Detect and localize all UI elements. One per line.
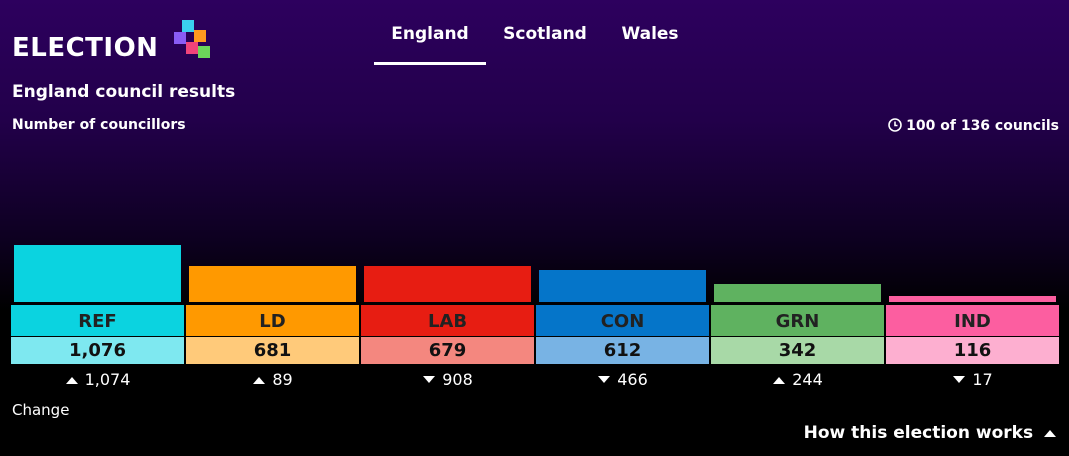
bar [364, 266, 531, 302]
change-label: Change [12, 401, 70, 419]
arrow-down [423, 376, 436, 383]
bar [14, 245, 181, 302]
change-value: 17 [972, 370, 993, 389]
seat-count: 612 [536, 337, 709, 364]
link-text[interactable]: How this election works [803, 423, 1034, 443]
arrow-down [953, 376, 966, 383]
progress: 100 of 136 councils [887, 117, 1059, 134]
clock-icon [888, 118, 902, 132]
party-label: IND [886, 305, 1059, 336]
bar [889, 295, 1056, 302]
party-label: LAB [361, 305, 534, 336]
bar [714, 283, 881, 302]
change: 466 [536, 369, 709, 391]
chart-title: England council results [12, 82, 236, 102]
bar [189, 265, 356, 302]
change: 89 [186, 369, 359, 391]
logo-text: ELECTION [12, 33, 159, 63]
arrow-down [598, 376, 611, 383]
arrow-up [65, 377, 78, 384]
tab[interactable]: England [374, 24, 486, 65]
arrow-up [253, 377, 266, 384]
bar [539, 269, 706, 302]
logo-icon [174, 20, 211, 58]
how-it-works-link[interactable]: How this election works [804, 423, 1057, 443]
change: 244 [711, 369, 884, 391]
change-value: 1,074 [84, 370, 131, 389]
tab[interactable]: Scotland [503, 24, 587, 44]
party-label: REF [11, 305, 184, 336]
change-value: 244 [792, 370, 823, 389]
change: 908 [361, 369, 534, 391]
change-value: 466 [617, 370, 648, 389]
seat-count: 681 [186, 337, 359, 364]
party-label: GRN [711, 305, 884, 336]
change-value: 89 [272, 370, 293, 389]
change: 17 [886, 369, 1059, 391]
caret-up [1044, 430, 1056, 437]
party-label: CON [536, 305, 709, 336]
party-label: LD [186, 305, 359, 336]
change: 1,074 [11, 369, 184, 391]
seat-count: 342 [711, 337, 884, 364]
seat-count: 116 [886, 337, 1059, 364]
change-value: 908 [442, 370, 473, 389]
seat-count: 679 [361, 337, 534, 364]
logo: ELECTION [12, 20, 214, 64]
chart-subtitle: Number of councillors [12, 117, 186, 133]
progress-text: 100 of 136 councils [906, 118, 1059, 134]
seat-count: 1,076 [11, 337, 184, 364]
arrow-up [773, 377, 786, 384]
tab[interactable]: Wales [621, 24, 679, 44]
